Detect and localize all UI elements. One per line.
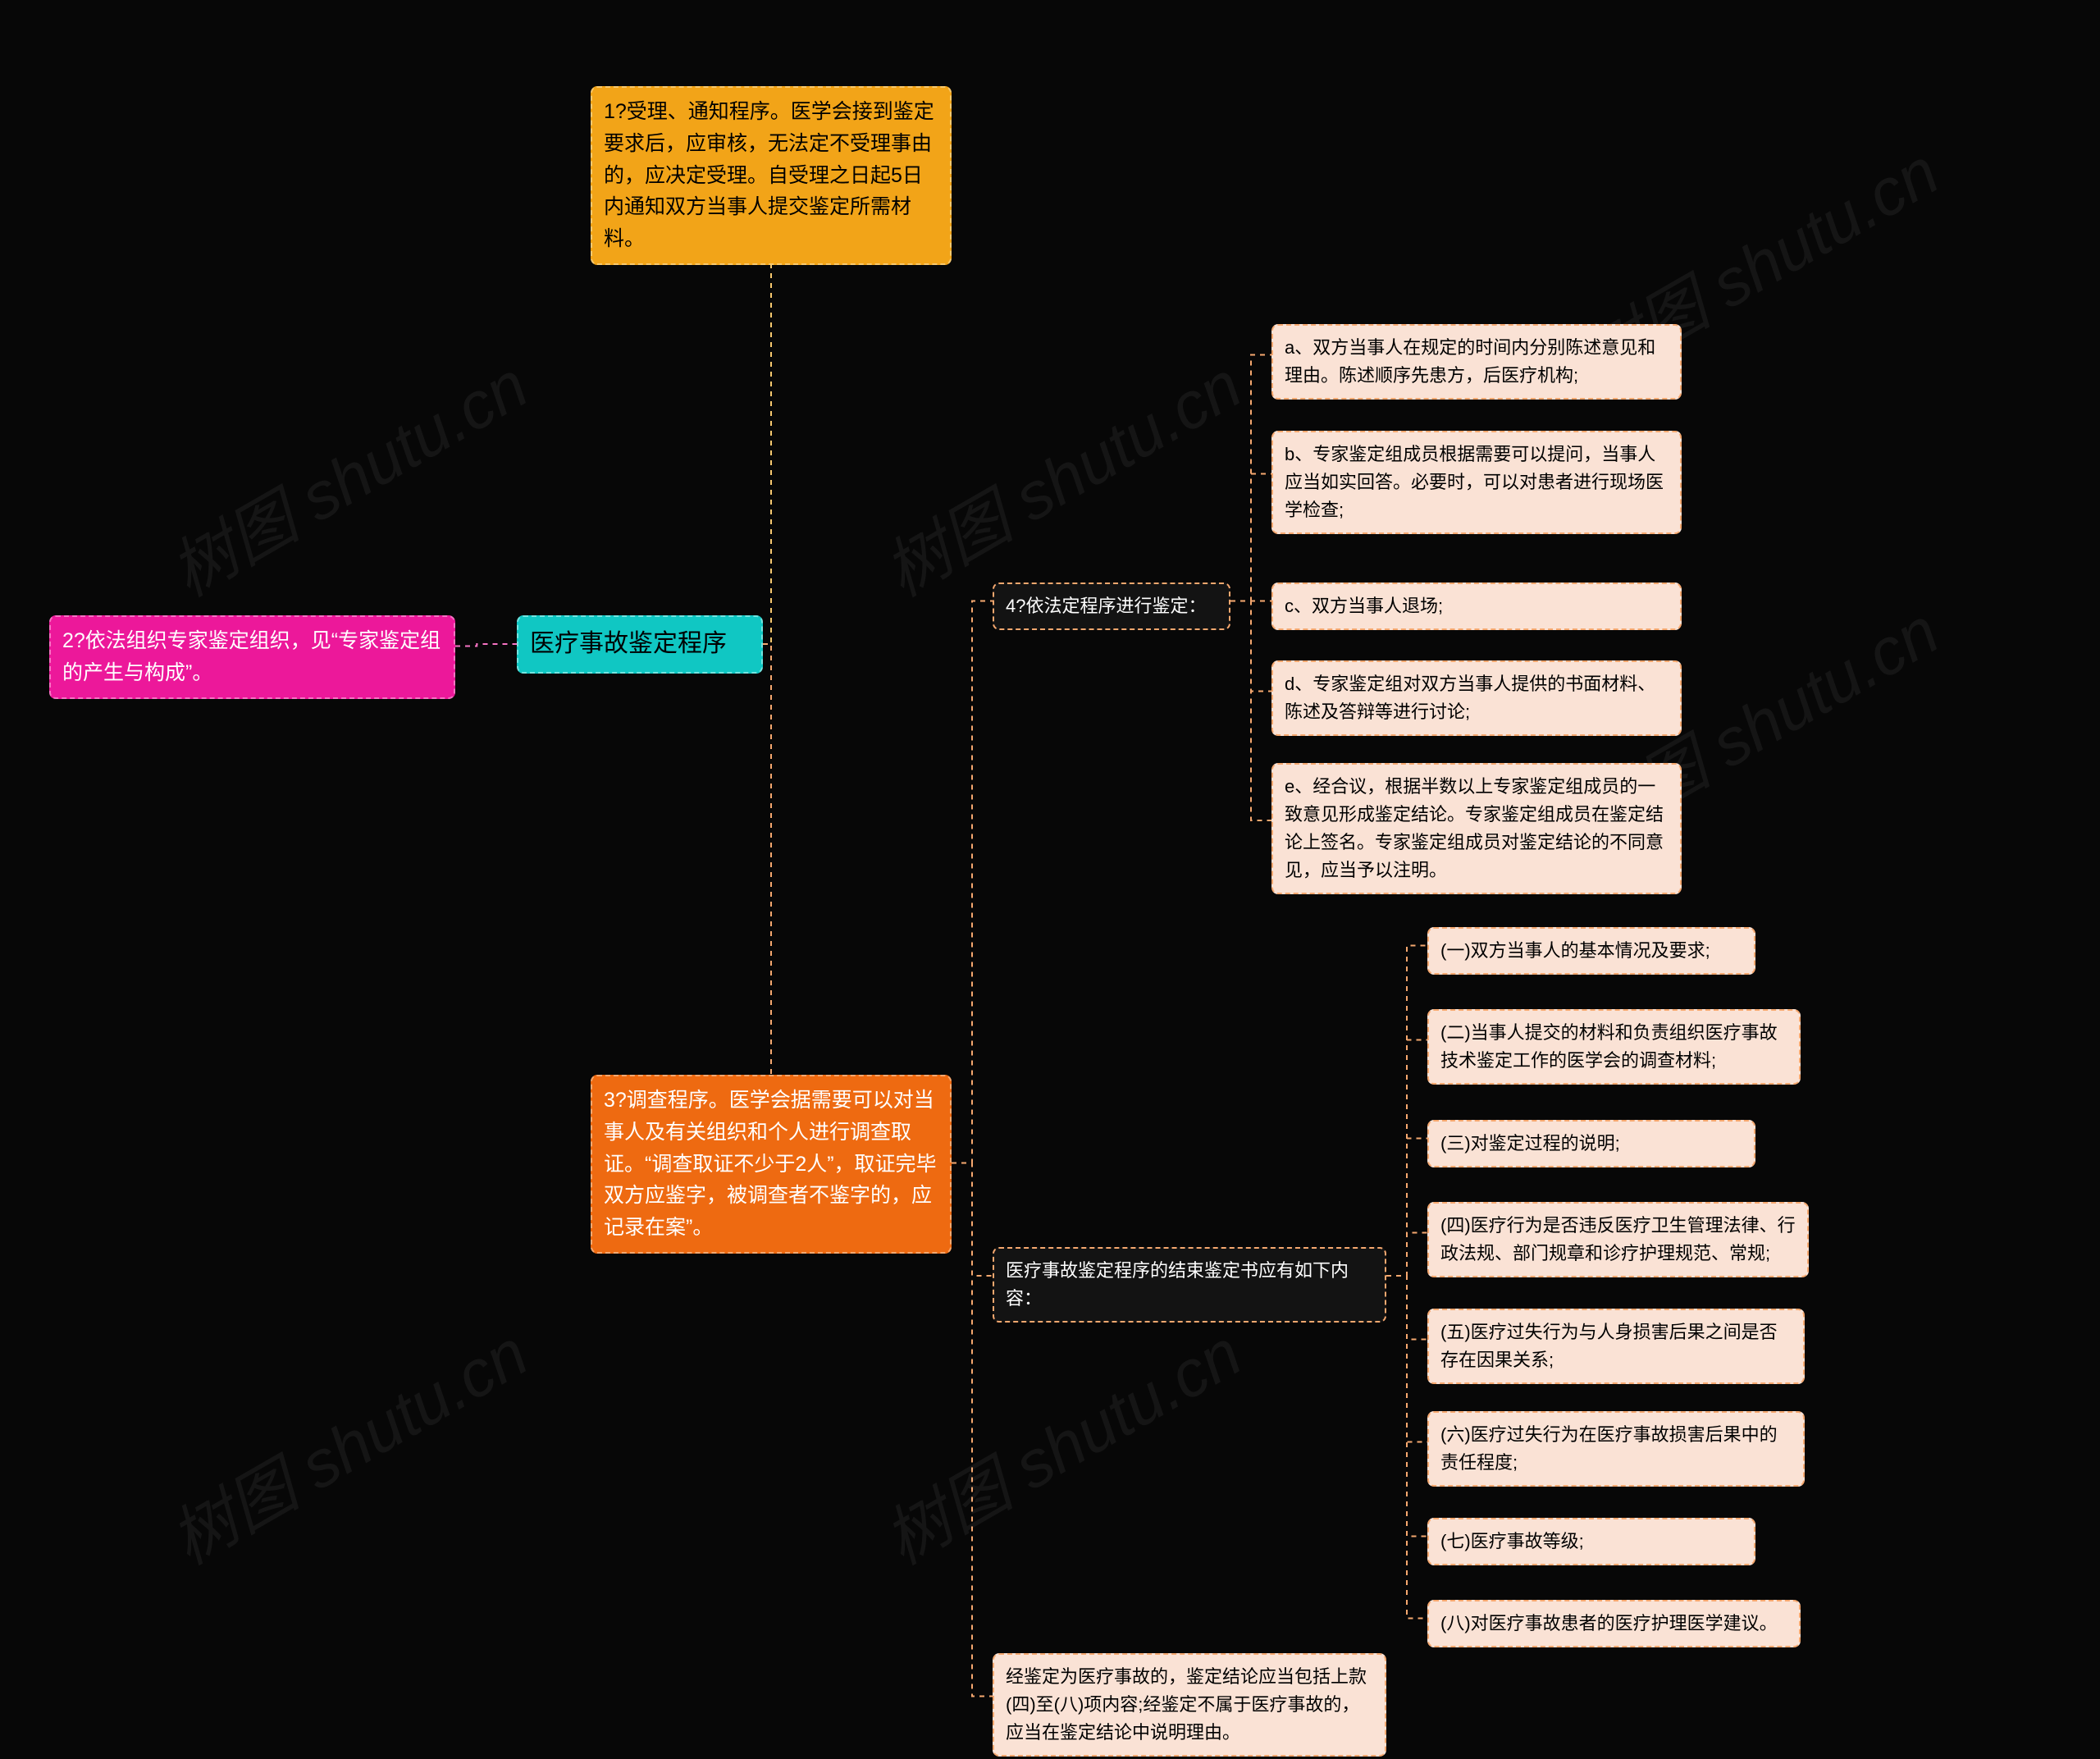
link-n5-n5_5 <box>1386 1276 1427 1340</box>
link-n5-n5_2 <box>1386 1040 1427 1277</box>
node-n5_3[interactable]: (三)对鉴定过程的说明; <box>1427 1120 1755 1167</box>
node-n5_8[interactable]: (八)对医疗事故患者的医疗护理医学建议。 <box>1427 1600 1801 1647</box>
link-n5-n5_4 <box>1386 1233 1427 1277</box>
node-n4e[interactable]: e、经合议，根据半数以上专家鉴定组成员的一致意见形成鉴定结论。专家鉴定组成员在鉴… <box>1271 763 1682 894</box>
node-n5_1[interactable]: (一)双方当事人的基本情况及要求; <box>1427 927 1755 975</box>
node-n4[interactable]: 4?依法定程序进行鉴定： <box>993 583 1230 630</box>
node-n5_2[interactable]: (二)当事人提交的材料和负责组织医疗事故技术鉴定工作的医学会的调查材料; <box>1427 1009 1801 1085</box>
link-n4-n4e <box>1230 601 1271 821</box>
node-n4d[interactable]: d、专家鉴定组对双方当事人提供的书面材料、陈述及答辩等进行讨论; <box>1271 660 1682 736</box>
node-n5_5[interactable]: (五)医疗过失行为与人身损害后果之间是否存在因果关系; <box>1427 1309 1805 1384</box>
connector-layer <box>0 0 2100 1759</box>
node-n6[interactable]: 经鉴定为医疗事故的，鉴定结论应当包括上款(四)至(八)项内容;经鉴定不属于医疗事… <box>993 1653 1386 1757</box>
node-n5_6[interactable]: (六)医疗过失行为在医疗事故损害后果中的责任程度; <box>1427 1411 1805 1487</box>
link-n3-n6 <box>952 1163 993 1697</box>
link-n3-n5 <box>952 1163 993 1277</box>
link-root-n1 <box>763 258 771 644</box>
link-n5-n5_3 <box>1386 1139 1427 1277</box>
node-n5[interactable]: 医疗事故鉴定程序的结束鉴定书应有如下内容： <box>993 1247 1386 1323</box>
node-n4b[interactable]: b、专家鉴定组成员根据需要可以提问，当事人应当如实回答。必要时，可以对患者进行现… <box>1271 431 1682 534</box>
link-n5-n5_1 <box>1386 946 1427 1277</box>
watermark-text: 树图 shutu.cn <box>864 1302 1256 1583</box>
link-n5-n5_8 <box>1386 1276 1427 1619</box>
link-root-n3 <box>763 644 771 1075</box>
mindmap-canvas: 树图 shutu.cn 树图 shutu.cn 树图 shutu.cn 树图 shut… <box>0 0 2100 1759</box>
node-n4a[interactable]: a、双方当事人在规定的时间内分别陈述意见和理由。陈述顺序先患方，后医疗机构; <box>1271 324 1682 400</box>
link-n5-n5_6 <box>1386 1276 1427 1442</box>
link-n2-root <box>455 644 517 646</box>
watermark-text: 树图 shutu.cn <box>864 334 1256 615</box>
node-n5_7[interactable]: (七)医疗事故等级; <box>1427 1518 1755 1565</box>
link-n5-n5_7 <box>1386 1276 1427 1537</box>
link-n4-n4b <box>1230 474 1271 601</box>
node-n1[interactable]: 1?受理、通知程序。医学会接到鉴定要求后，应审核，无法定不受理事由的，应决定受理… <box>591 86 952 265</box>
watermark-text: 树图 shutu.cn <box>150 1302 542 1583</box>
link-n3-n4 <box>952 601 993 1163</box>
link-n4-n4a <box>1230 355 1271 601</box>
node-root[interactable]: 医疗事故鉴定程序 <box>517 615 763 674</box>
node-n4c[interactable]: c、双方当事人退场; <box>1271 583 1682 630</box>
link-n4-n4d <box>1230 601 1271 692</box>
node-n2[interactable]: 2?依法组织专家鉴定组织，见“专家鉴定组的产生与构成”。 <box>49 615 455 699</box>
watermark-text: 树图 shutu.cn <box>150 334 542 615</box>
node-n5_4[interactable]: (四)医疗行为是否违反医疗卫生管理法律、行政法规、部门规章和诊疗护理规范、常规; <box>1427 1202 1809 1277</box>
node-n3[interactable]: 3?调查程序。医学会据需要可以对当事人及有关组织和个人进行调查取证。“调查取证不… <box>591 1075 952 1254</box>
